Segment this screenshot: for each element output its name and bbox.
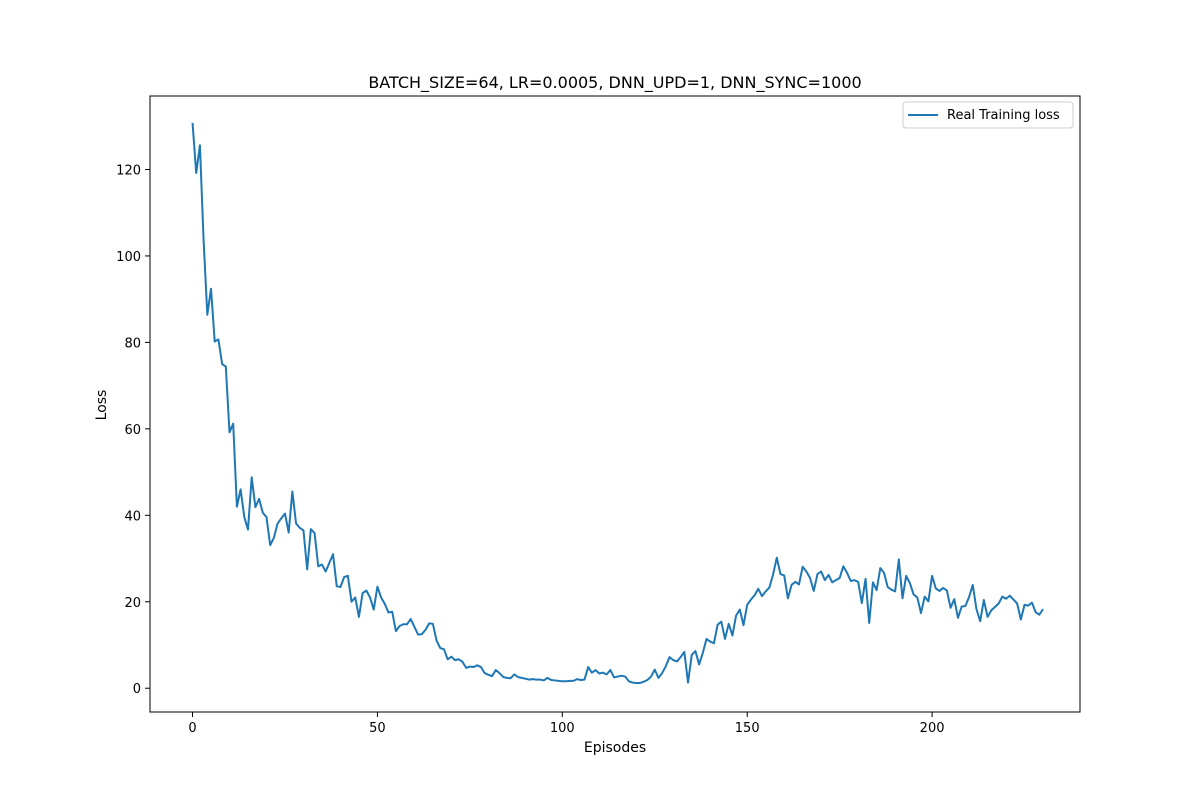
x-tick-label: 0 bbox=[188, 721, 196, 736]
y-tick-label: 120 bbox=[116, 163, 141, 178]
plot-area bbox=[150, 96, 1080, 712]
y-tick-label: 100 bbox=[116, 250, 141, 265]
x-tick-label: 50 bbox=[369, 721, 386, 736]
x-tick-label: 100 bbox=[550, 721, 575, 736]
axes-frame bbox=[149, 95, 1081, 713]
x-axis-label: Episodes bbox=[584, 740, 646, 756]
legend-label: Real Training loss bbox=[947, 108, 1060, 123]
x-tick-label: 200 bbox=[920, 721, 945, 736]
legend: Real Training loss bbox=[902, 101, 1074, 129]
y-tick-label: 20 bbox=[124, 596, 141, 611]
legend-box bbox=[902, 101, 1074, 129]
x-tick-label: 150 bbox=[735, 721, 760, 736]
y-tick-label: 60 bbox=[124, 423, 141, 438]
chart-title: BATCH_SIZE=64, LR=0.0005, DNN_UPD=1, DNN… bbox=[368, 73, 861, 93]
y-tick-label: 0 bbox=[133, 682, 141, 697]
y-tick-label: 80 bbox=[124, 336, 141, 351]
series-line-0 bbox=[191, 122, 1044, 685]
y-axis-label: Loss bbox=[94, 390, 110, 421]
y-tick-label: 40 bbox=[124, 509, 141, 524]
